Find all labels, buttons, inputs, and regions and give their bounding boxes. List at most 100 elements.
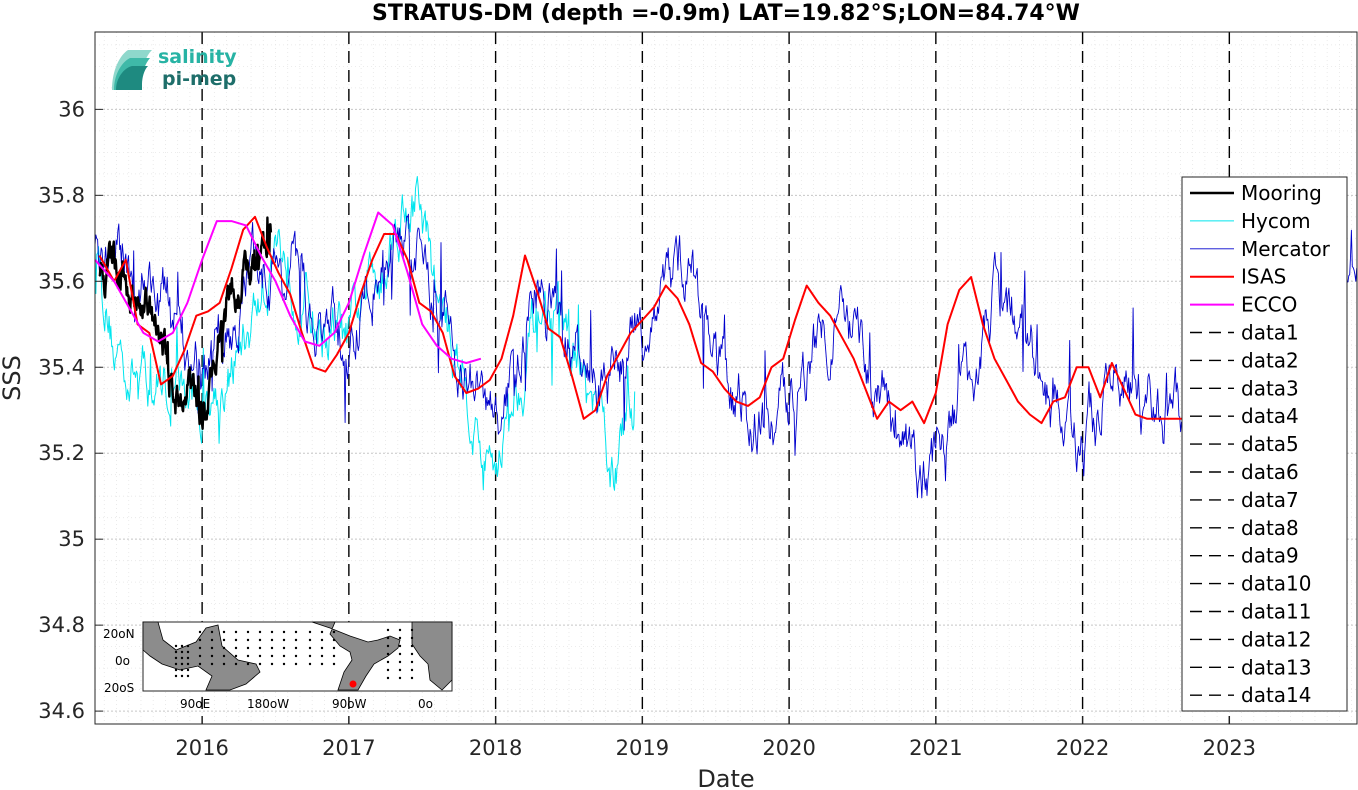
mooring-dot [308, 646, 312, 650]
inset-lon-label-0: 0o [418, 697, 433, 711]
legend-label: data5 [1241, 432, 1299, 456]
mooring-dot [198, 662, 202, 666]
mooring-dot [332, 654, 336, 658]
mooring-dot [234, 654, 238, 658]
legend-label: ECCO [1241, 293, 1297, 317]
series-line-isas [98, 215, 1183, 425]
y-tick-label: 36 [58, 97, 85, 121]
mooring-dot [270, 662, 274, 666]
series-line-mercator [94, 213, 1358, 499]
inset-lon-label-90w: 90oW [332, 697, 367, 711]
mooring-dot [234, 638, 238, 642]
mooring-dot [180, 668, 184, 672]
y-tick-label: 35.4 [38, 355, 85, 379]
y-axis-label: SSS [0, 355, 26, 401]
series-layer [94, 176, 1358, 499]
legend-label: data7 [1241, 488, 1299, 512]
legend-label: Hycom [1241, 209, 1311, 233]
legend-label: data10 [1241, 572, 1312, 596]
mooring-dot [398, 660, 402, 664]
mooring-dot [210, 654, 214, 658]
mooring-dot [258, 638, 262, 642]
mooring-dot [210, 630, 214, 634]
mooring-dot [198, 638, 202, 642]
legend-label: data14 [1241, 683, 1312, 707]
mooring-dot [410, 628, 414, 632]
series-line-mooring [98, 216, 273, 430]
mooring-dot [174, 674, 178, 678]
mooring-dot [282, 654, 286, 658]
mooring-dot [270, 630, 274, 634]
x-tick-label: 2020 [762, 736, 815, 760]
mooring-dot [186, 650, 190, 654]
series-line-ecco [94, 211, 482, 364]
mooring-dot [210, 662, 214, 666]
mooring-dot [174, 644, 178, 648]
mooring-dot [222, 646, 226, 650]
y-tick-label: 35 [58, 527, 85, 551]
mooring-dot [258, 646, 262, 650]
legend-label: Mooring [1241, 181, 1322, 205]
mooring-dot [258, 630, 262, 634]
mooring-dot [180, 656, 184, 660]
x-tick-label: 2018 [469, 736, 522, 760]
mooring-dot [246, 646, 250, 650]
legend-label: data9 [1241, 544, 1299, 568]
mooring-dot [398, 652, 402, 656]
mooring-dot [270, 638, 274, 642]
mooring-dot [410, 644, 414, 648]
legend: Mooring Hycom Mercator ISAS ECCO data1 data2 da… [1181, 176, 1348, 712]
mooring-dot [222, 654, 226, 658]
mooring-dot [386, 676, 390, 680]
mooring-dot [410, 660, 414, 664]
mooring-dot [320, 630, 324, 634]
mooring-dot [198, 646, 202, 650]
mooring-dot [222, 638, 226, 642]
mooring-dot [294, 646, 298, 650]
mooring-dot [258, 662, 262, 666]
mooring-dot [174, 656, 178, 660]
mooring-dot [294, 662, 298, 666]
mooring-dot [332, 638, 336, 642]
mooring-dot [210, 646, 214, 650]
mooring-dot [180, 662, 184, 666]
y-tick-label: 35.2 [38, 441, 85, 465]
mooring-dot [186, 674, 190, 678]
mooring-dot [320, 654, 324, 658]
legend-label: data3 [1241, 376, 1299, 400]
mooring-dot [174, 650, 178, 654]
mooring-dot [294, 654, 298, 658]
mooring-dot [186, 662, 190, 666]
x-tick-label: 2021 [909, 736, 962, 760]
mooring-dot [282, 662, 286, 666]
americas-landmass [311, 621, 401, 691]
mooring-dot [174, 668, 178, 672]
mooring-dot [308, 630, 312, 634]
mooring-dot [294, 630, 298, 634]
logo-text-salinity: salinity [158, 46, 237, 68]
mooring-dot [282, 646, 286, 650]
mooring-dot [246, 662, 250, 666]
legend-label: ISAS [1241, 265, 1286, 289]
mooring-dot [270, 646, 274, 650]
x-tick-label: 2016 [175, 736, 228, 760]
mooring-dot [386, 636, 390, 640]
x-tick-label: 2017 [322, 736, 375, 760]
mooring-dot [410, 668, 414, 672]
mooring-array-markers [174, 628, 414, 680]
mooring-dot [246, 654, 250, 658]
mooring-dot [198, 654, 202, 658]
station-location-marker [349, 680, 357, 688]
mooring-dot [410, 636, 414, 640]
mooring-dot [398, 636, 402, 640]
mooring-dot [246, 630, 250, 634]
mooring-dot [410, 676, 414, 680]
inset-lat-label-0: 0o [115, 654, 130, 668]
inset-lon-label-90e: 90oE [180, 697, 210, 711]
mooring-dot [282, 630, 286, 634]
salinity-pimep-logo: salinity pi-mep [112, 46, 237, 90]
mooring-dot [386, 668, 390, 672]
mooring-dot [222, 662, 226, 666]
mooring-dot [332, 662, 336, 666]
x-tick-label: 2022 [1056, 736, 1109, 760]
